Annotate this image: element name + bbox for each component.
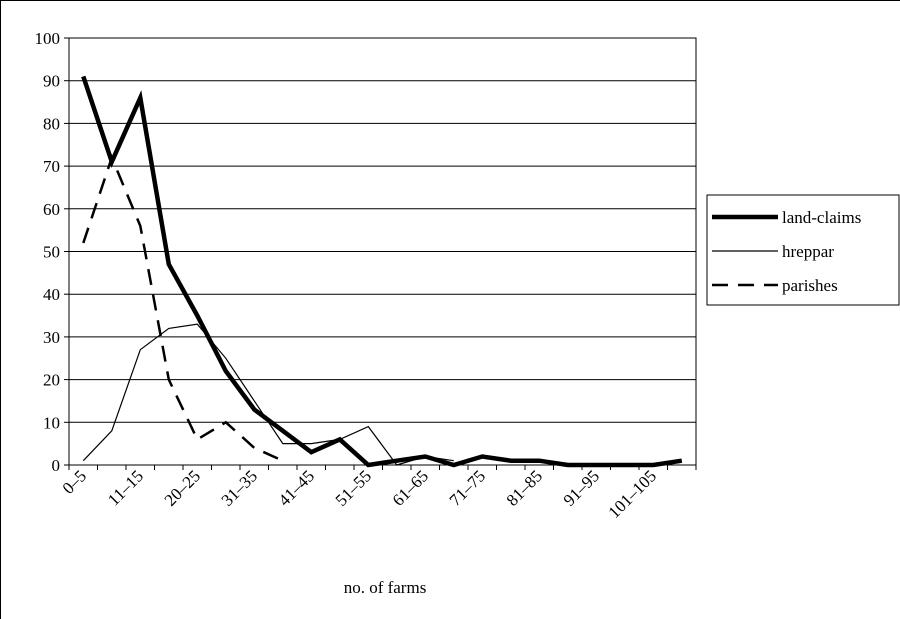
x-tick-label: 41–45 xyxy=(275,466,318,509)
series-layer xyxy=(81,75,683,468)
y-axis-ticks: 0 10 20 30 40 50 60 70 80 90 100 xyxy=(35,29,69,475)
x-axis-ticks: 0–5 11–15 20–25 31–35 41–45 51–55 61–65 71–75 81… xyxy=(59,465,697,522)
legend-box xyxy=(706,194,900,306)
x-tick-label: 71–75 xyxy=(446,466,489,509)
y-tick-label: 60 xyxy=(43,200,60,219)
x-tick-label: 91–95 xyxy=(560,466,603,509)
x-tick-label: 0–5 xyxy=(59,466,90,497)
y-tick-label: 40 xyxy=(43,285,60,304)
legend-label: land-claims xyxy=(782,208,861,227)
gridlines xyxy=(69,80,696,423)
series-line-parishes xyxy=(82,154,284,462)
y-tick-label: 20 xyxy=(43,371,60,390)
x-tick-label: 11–15 xyxy=(104,466,147,509)
y-tick-label: 80 xyxy=(43,114,60,133)
y-tick-label: 30 xyxy=(43,328,60,347)
y-tick-label: 50 xyxy=(43,243,60,262)
x-tick-label: 20–25 xyxy=(161,466,204,509)
y-tick-label: 10 xyxy=(43,413,60,432)
legend-label: hreppar xyxy=(782,242,834,261)
series-line-hreppar xyxy=(82,323,454,466)
x-axis-label: no. of farms xyxy=(344,578,427,597)
series-line-land-claims xyxy=(81,75,683,468)
legend-label: parishes xyxy=(782,276,838,295)
x-tick-label: 101–105 xyxy=(605,466,661,522)
x-tick-label: 31–35 xyxy=(218,466,261,509)
y-tick-label: 70 xyxy=(43,157,60,176)
x-tick-label: 81–85 xyxy=(503,466,546,509)
x-tick-label: 51–55 xyxy=(332,466,375,509)
y-tick-label: 0 xyxy=(52,456,61,475)
y-tick-label: 90 xyxy=(43,72,60,91)
legend: land-claims hreppar parishes xyxy=(712,208,861,295)
x-tick-label: 61–65 xyxy=(389,466,432,509)
y-tick-label: 100 xyxy=(35,29,61,48)
